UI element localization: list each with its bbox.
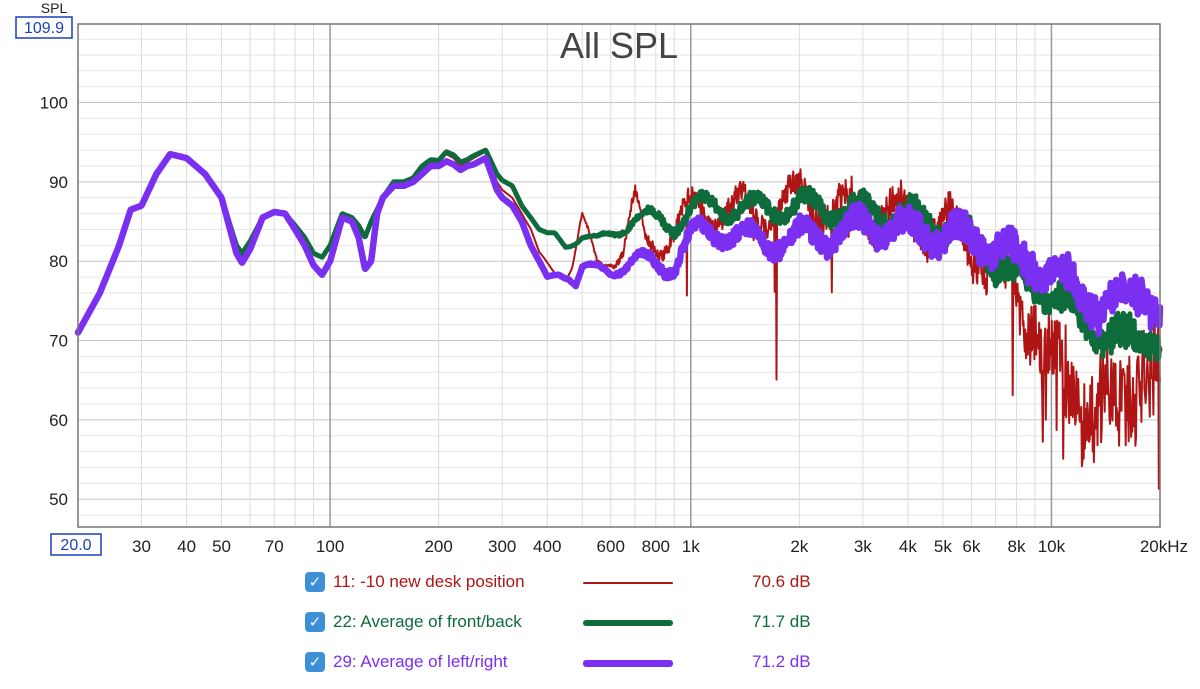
x-tick-label: 20kHz <box>1140 537 1188 556</box>
chart-title: All SPL <box>560 25 678 66</box>
legend-checkbox-22[interactable]: ✓ <box>305 612 325 632</box>
x-tick-label: 400 <box>533 537 561 556</box>
x-tick-label: 3k <box>854 537 872 556</box>
x-tick-label: 30 <box>132 537 151 556</box>
legend-checkbox-11[interactable]: ✓ <box>305 572 325 592</box>
legend-value-29: 71.2 dB <box>752 652 811 671</box>
x-tick-label: 4k <box>899 537 917 556</box>
y-tick-label: 50 <box>49 490 68 509</box>
legend-line-11 <box>583 582 673 584</box>
spl-chart: All SPL SPL 109.9 20.0 50 60 70 80 90 100 30 4… <box>15 0 1188 556</box>
legend-name-29: 29: Average of left/right <box>333 652 508 671</box>
x-tick-label: 1k <box>682 537 700 556</box>
legend-line-29 <box>583 660 673 667</box>
y-max-box <box>15 16 73 39</box>
x-tick-label: 800 <box>642 537 670 556</box>
y-tick-label: 90 <box>49 173 68 192</box>
x-tick-label: 70 <box>265 537 284 556</box>
series-line-29 <box>74 150 1164 338</box>
x-tick-label: 200 <box>424 537 452 556</box>
plot-border <box>77 23 1161 528</box>
legend-name-11: 11: -10 new desk position <box>333 572 525 591</box>
x-tick-label: 100 <box>316 537 344 556</box>
x-min-label: 20.0 <box>60 537 91 554</box>
y-tick-label: 70 <box>49 332 68 351</box>
legend-value-11: 70.6 dB <box>752 572 811 591</box>
y-max-label: 109.9 <box>24 20 64 37</box>
x-tick-label: 600 <box>597 537 625 556</box>
x-tick-label: 10k <box>1038 537 1066 556</box>
legend-checkbox-29[interactable]: ✓ <box>305 652 325 672</box>
x-tick-label: 8k <box>1007 537 1025 556</box>
y-tick-label: 80 <box>49 252 68 271</box>
legend: ✓ 11: -10 new desk position 70.6 dB ✓ 22… <box>305 568 865 688</box>
legend-item-29[interactable]: ✓ 29: Average of left/right 71.2 dB <box>305 648 865 688</box>
y-tick-labels: 50 60 70 80 90 100 <box>40 94 68 510</box>
grid <box>78 24 1160 527</box>
x-min-box <box>50 533 102 556</box>
x-tick-label: 6k <box>962 537 980 556</box>
x-tick-label: 2k <box>790 537 808 556</box>
y-axis-label: SPL <box>41 0 68 16</box>
x-tick-label: 5k <box>934 537 952 556</box>
y-tick-label: 60 <box>49 411 68 430</box>
legend-item-22[interactable]: ✓ 22: Average of front/back 71.7 dB <box>305 608 865 648</box>
legend-name-22: 22: Average of front/back <box>333 612 522 631</box>
legend-value-22: 71.7 dB <box>752 612 811 631</box>
x-tick-label: 40 <box>177 537 196 556</box>
y-tick-label: 100 <box>40 94 68 113</box>
series-layer <box>74 147 1164 490</box>
x-tick-label: 300 <box>488 537 516 556</box>
legend-item-11[interactable]: ✓ 11: -10 new desk position 70.6 dB <box>305 568 865 608</box>
x-tick-label: 50 <box>212 537 231 556</box>
x-tick-labels: 30 40 50 70 100 200 300 400 600 800 1k 2k 3k 4k 5k 6k 8k… <box>132 537 1188 556</box>
legend-line-22 <box>583 620 673 626</box>
